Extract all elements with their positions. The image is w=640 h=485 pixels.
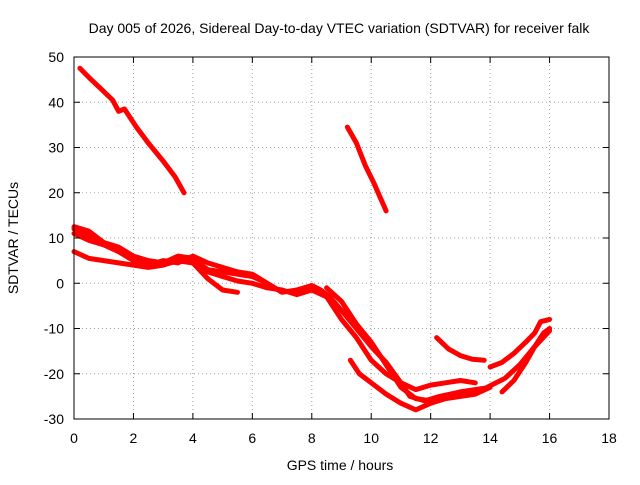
series-layer [71,65,553,413]
chart-title: Day 005 of 2026, Sidereal Day-to-day VTE… [89,20,591,36]
series-arc-2 [344,124,389,214]
y-tick-label: 30 [48,140,64,156]
y-tick-label: 50 [48,49,64,65]
x-tick-label: 14 [482,430,498,446]
series-arc-8 [347,357,493,413]
series-arc-5 [71,249,240,295]
x-tick-label: 0 [70,430,78,446]
x-tick-label: 12 [423,430,439,446]
x-tick-label: 4 [189,430,197,446]
series-arc-11 [487,316,553,370]
x-tick-label: 8 [308,430,316,446]
axis-ticks [73,56,610,420]
x-tick-label: 16 [542,430,558,446]
series-arc-1 [77,65,187,196]
y-tick-label: -10 [44,321,64,337]
series-arc-6 [71,226,270,286]
x-tick-label: 6 [248,430,256,446]
series-arc-4 [71,231,478,393]
gridlines [74,57,609,419]
series-arc-9 [434,335,487,363]
y-tick-label: 0 [56,275,64,291]
y-axis-label: SDTVAR / TECUs [5,182,21,294]
tick-labels: 0 2 4 6 8 10 12 14 16 18 -30 -20 -10 0 10 20 30 40 50 [44,49,617,446]
x-tick-label: 10 [363,430,379,446]
x-axis-label: GPS time / hours [287,457,394,473]
y-tick-label: 20 [48,185,64,201]
y-tick-label: 40 [48,94,64,110]
series-arc-3 [71,224,493,404]
series-arc-12 [484,328,553,390]
y-tick-label: 10 [48,230,64,246]
y-tick-label: -20 [44,366,64,382]
x-tick-label: 18 [601,430,617,446]
x-tick-label: 2 [130,430,138,446]
y-tick-label: -30 [44,411,64,427]
